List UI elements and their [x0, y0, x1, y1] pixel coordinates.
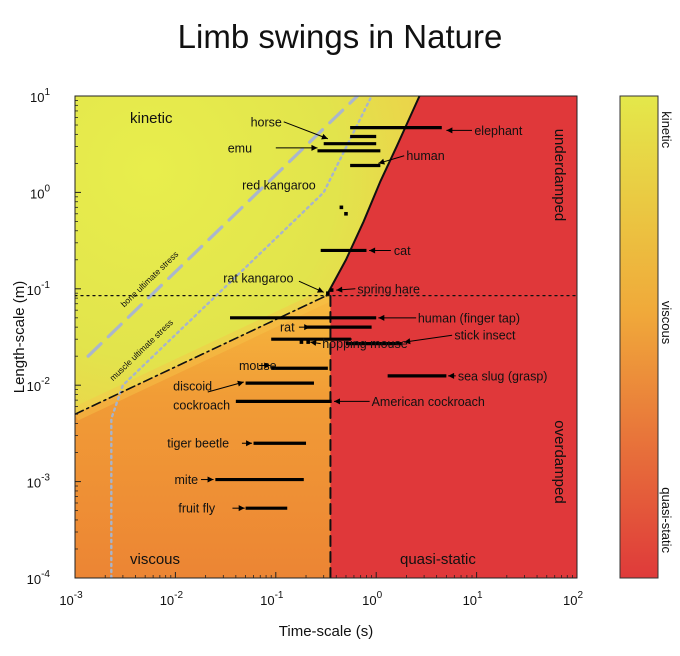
region-label-overdamped: overdamped	[551, 420, 568, 503]
region-label-kinetic: kinetic	[130, 110, 173, 127]
x-tick-label: 101	[463, 590, 483, 608]
arrowhead	[304, 324, 311, 331]
annotation-arrow	[404, 334, 453, 343]
arrowhead	[264, 362, 271, 369]
arrowhead	[369, 247, 376, 254]
arrowhead	[321, 133, 328, 140]
data-point	[339, 205, 344, 210]
y-tick-label: 101	[30, 87, 50, 105]
annotation-label: hopping mouse	[322, 337, 408, 351]
arrowhead	[310, 339, 317, 346]
arrowhead	[404, 338, 411, 345]
annotation-label: spring hare	[357, 282, 420, 296]
annotation-label: horse	[251, 115, 282, 129]
arrowhead	[446, 127, 453, 134]
y-tick-label: 10-4	[27, 569, 51, 587]
x-axis-label: Time-scale (s)	[279, 623, 373, 640]
annotation-label: mouse	[239, 359, 277, 373]
y-tick-label: 10-2	[27, 376, 51, 394]
x-tick-label: 10-3	[59, 590, 83, 608]
x-tick-label: 102	[563, 590, 583, 608]
annotation-label: sea slug (grasp)	[458, 369, 548, 383]
arrowhead	[246, 440, 253, 447]
colorbar-label: quasi-static	[659, 487, 674, 553]
annotation-label: stick insect	[454, 329, 516, 343]
annotation-label: red kangaroo	[242, 178, 316, 192]
annotation-label: rat kangaroo	[223, 271, 293, 285]
line-1	[110, 96, 373, 578]
annotation-label: tiger beetle	[167, 437, 229, 451]
data-point	[344, 211, 348, 216]
region-label-underdamped: underdamped	[551, 129, 568, 222]
arrowhead	[336, 286, 343, 293]
colorbar-label: kinetic	[659, 111, 674, 148]
arrowhead	[334, 398, 341, 405]
arrowhead	[207, 476, 214, 483]
annotation-label: human (finger tap)	[418, 311, 520, 325]
arrowhead	[237, 380, 244, 387]
annotation-label: discoid	[173, 380, 212, 394]
annotation-label: elephant	[474, 124, 522, 138]
x-tick-label: 10-1	[260, 590, 284, 608]
data-point	[306, 340, 310, 344]
region-label-quasi-static: quasi-static	[400, 551, 476, 568]
colorbar-label: viscous	[659, 301, 674, 345]
arrowhead	[317, 287, 324, 293]
line-0	[86, 96, 360, 358]
y-tick-label: 10-1	[27, 280, 51, 298]
chart-title: Limb swings in Nature	[177, 18, 503, 55]
data-point	[299, 340, 304, 344]
x-tick-label: 10-2	[160, 590, 184, 608]
plot-frame	[74, 95, 578, 579]
line-2	[325, 96, 421, 297]
line-3	[75, 294, 328, 416]
colorbar	[619, 95, 659, 579]
annotation-label: human	[406, 149, 444, 163]
arrowhead	[448, 372, 455, 379]
arrowhead	[378, 314, 385, 321]
y-tick-label: 100	[30, 183, 50, 201]
arrowhead	[238, 505, 245, 512]
y-axis-label: Length-scale (m)	[11, 281, 28, 394]
annotation-label: American cockroach	[372, 395, 485, 409]
annotation-arrow	[207, 381, 244, 393]
annotation-label: cat	[394, 244, 411, 258]
arrowhead	[378, 158, 385, 165]
annotation-arrow	[283, 121, 329, 140]
data-point	[329, 288, 334, 292]
annotation-label: fruit fly	[178, 502, 216, 516]
x-tick-label: 100	[362, 590, 382, 608]
annotation-label: mite	[175, 473, 199, 487]
annotation-label: emu	[228, 141, 252, 155]
region-label-viscous: viscous	[130, 551, 180, 568]
annotation-label: rat	[280, 321, 295, 335]
data-point	[326, 291, 330, 296]
arrowhead	[311, 144, 318, 151]
y-tick-label: 10-3	[27, 473, 51, 491]
annotation-label: cockroach	[173, 399, 230, 413]
